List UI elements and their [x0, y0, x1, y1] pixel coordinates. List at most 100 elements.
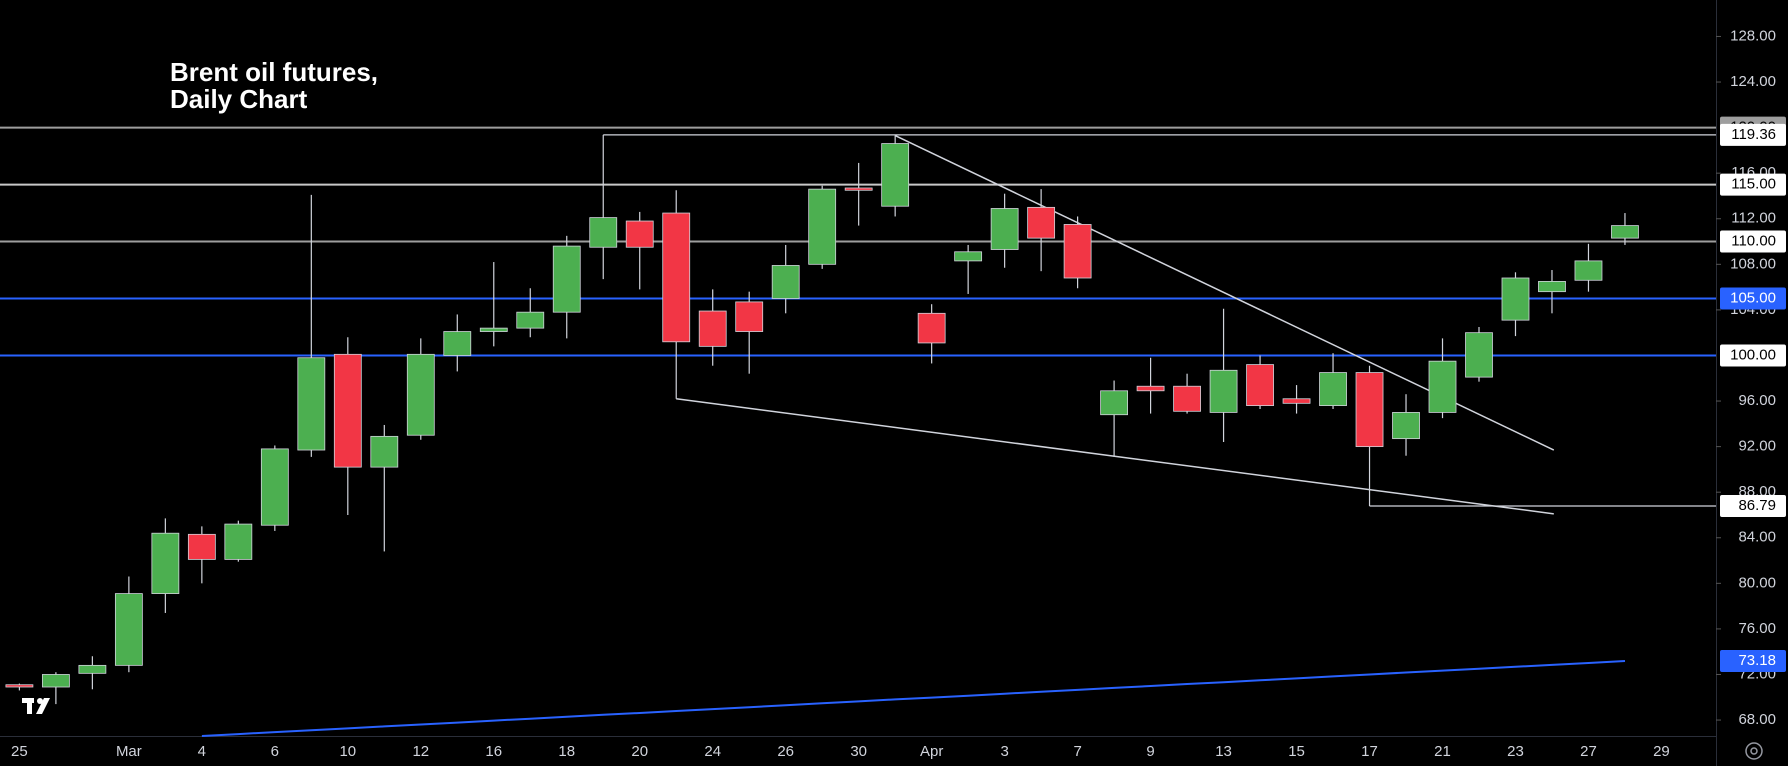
logo	[22, 698, 50, 714]
x-tick-label: 13	[1215, 743, 1232, 760]
candle-body	[479, 327, 508, 332]
candle-body	[370, 435, 399, 468]
plot	[0, 126, 1716, 737]
x-tick-label: 15	[1288, 743, 1305, 760]
x-tick-label: 16	[485, 743, 502, 760]
x-tick-label: 10	[339, 743, 356, 760]
price-label-box	[1720, 344, 1786, 367]
candle-body	[1611, 225, 1639, 239]
candle-body	[1136, 385, 1165, 392]
y-tick-label: 96.00	[1738, 392, 1776, 409]
candle-body	[735, 301, 764, 332]
x-tick-label: 12	[412, 743, 429, 760]
candle-body	[78, 664, 107, 674]
candle-body	[1501, 277, 1530, 321]
candle-body	[1538, 281, 1566, 293]
x-tick-label: Apr	[920, 743, 943, 760]
candle-body	[1428, 360, 1457, 413]
y-tick-label: 80.00	[1738, 574, 1776, 591]
price-label-box	[1720, 494, 1786, 517]
price-label-box	[1720, 230, 1786, 253]
candle-body	[844, 187, 873, 191]
candle-body	[698, 310, 727, 347]
candle-body	[333, 353, 362, 468]
x-tick-label: 18	[558, 743, 575, 760]
candle-body	[808, 188, 837, 265]
y-tick-label: 108.00	[1730, 255, 1776, 272]
y-tick-label: 112.00	[1731, 210, 1776, 227]
price-label: 115.00	[1731, 176, 1776, 193]
price-label: 100.00	[1730, 346, 1776, 363]
candle-body	[1209, 369, 1238, 413]
price-label: 86.79	[1738, 497, 1776, 514]
x-tick-label: 4	[198, 743, 206, 760]
candle-body	[917, 312, 946, 344]
settings-icon[interactable]	[1745, 742, 1763, 760]
candle-body	[260, 448, 289, 526]
candle-body	[625, 220, 654, 248]
price-label-box	[1720, 123, 1786, 146]
candle-body	[662, 212, 691, 343]
candle-body	[406, 353, 435, 436]
candle-body	[114, 593, 143, 666]
price-label: 110.00	[1731, 233, 1776, 250]
candle-body	[771, 265, 800, 299]
candle-body	[589, 217, 618, 248]
candle-body	[881, 143, 910, 207]
price-label: 119.36	[1731, 126, 1776, 143]
candle-body	[1319, 372, 1347, 406]
x-tick-label: Mar	[116, 743, 142, 760]
candle-body	[1027, 206, 1056, 239]
x-tick-label: 7	[1073, 743, 1081, 760]
y-tick-label: 68.00	[1738, 711, 1776, 728]
candle-body	[151, 532, 180, 594]
candle-body	[297, 357, 326, 451]
candle-body	[224, 523, 253, 560]
x-tick-label: 20	[631, 743, 648, 760]
x-tick-label: 17	[1361, 743, 1378, 760]
x-tick-label: 26	[777, 743, 794, 760]
candle-body	[990, 208, 1019, 250]
candle-body	[1465, 332, 1493, 378]
price-label-box	[1720, 287, 1786, 310]
candle-body	[1574, 260, 1603, 281]
x-tick-label: 21	[1434, 743, 1451, 760]
y-tick-label: 128.00	[1730, 27, 1776, 44]
x-tick-label: 23	[1507, 743, 1524, 760]
x-tick-label: 29	[1653, 743, 1670, 760]
y-tick-label: 124.00	[1730, 73, 1776, 90]
x-tick-label: 27	[1580, 743, 1597, 760]
trendline	[676, 398, 1554, 515]
chart-subtitle: Daily Chart	[170, 84, 308, 114]
candle-body	[1100, 390, 1128, 416]
candle-body	[516, 311, 545, 329]
candle-body	[1173, 385, 1201, 412]
x-tick-label: 24	[704, 743, 721, 760]
y-tick-label: 76.00	[1738, 620, 1776, 637]
candle-body	[552, 245, 581, 313]
x-tick-label: 30	[850, 743, 867, 760]
price-label: 73.18	[1738, 652, 1776, 669]
y-tick-label: 84.00	[1738, 529, 1776, 546]
candle-body	[443, 331, 472, 356]
chart-title: Brent oil futures,	[170, 57, 378, 87]
candle-body	[1246, 364, 1274, 406]
x-tick-label: 25	[11, 743, 28, 760]
candle-body	[954, 251, 983, 262]
candle-body	[1392, 412, 1420, 440]
x-tick-label: 9	[1146, 743, 1154, 760]
candle-body	[1063, 224, 1092, 279]
candle-body	[5, 684, 34, 688]
candle-body	[1355, 372, 1384, 448]
price-label-box	[1720, 173, 1786, 196]
candle-body	[187, 533, 216, 560]
x-tick-label: 3	[1000, 743, 1008, 760]
candle-body	[1282, 398, 1311, 404]
y-tick-label: 92.00	[1738, 438, 1776, 455]
price-label: 105.00	[1730, 289, 1776, 306]
moving-average	[201, 660, 1626, 737]
candle-body	[41, 674, 70, 688]
x-tick-label: 6	[271, 743, 279, 760]
